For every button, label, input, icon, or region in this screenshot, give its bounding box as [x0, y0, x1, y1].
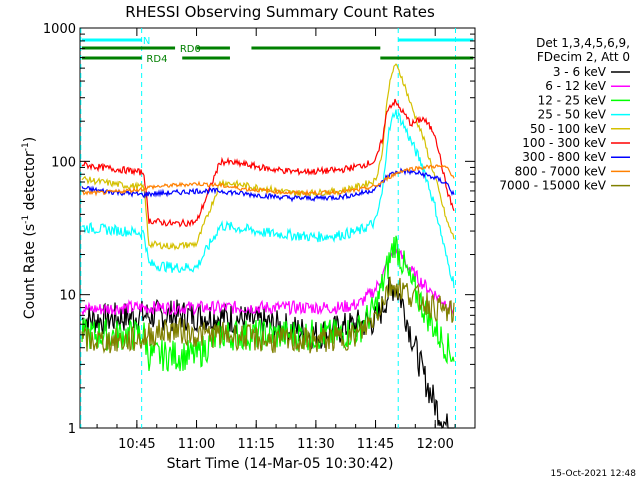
y-tick-label-2: 100	[51, 155, 76, 170]
y-tick-label-3: 1000	[43, 22, 76, 37]
series-line-3	[81, 109, 455, 289]
y-label-end: )	[22, 137, 38, 142]
y-tick-label-0: 1	[68, 422, 76, 437]
legend-label-0: 3 - 6 keV	[553, 65, 607, 79]
plot-area	[79, 27, 476, 429]
series-lines	[81, 63, 455, 429]
plot-frame	[79, 27, 476, 429]
legend-label-2: 12 - 25 keV	[538, 93, 607, 107]
x-tick-label-4: 11:45	[357, 437, 394, 452]
series-line-2	[81, 235, 455, 372]
state-bars: N RD0 RD4	[81, 36, 474, 65]
legend-label-5: 100 - 300 keV	[522, 136, 606, 150]
y-label-mid: detector	[22, 151, 38, 215]
y-axis-ticks: 1 10 100 1000	[43, 22, 475, 437]
legend-label-8: 7000 - 15000 keV	[499, 179, 606, 193]
x-tick-label-3: 11:30	[297, 437, 334, 452]
legend-label-3: 25 - 50 keV	[538, 108, 607, 122]
legend-label-4: 50 - 100 keV	[530, 122, 607, 136]
series-line-1	[81, 244, 455, 317]
legend-label-7: 800 - 7000 keV	[515, 164, 607, 178]
series-line-7	[81, 164, 455, 197]
chart-title: RHESSI Observing Summary Count Rates	[125, 3, 435, 21]
series-line-6	[81, 167, 455, 203]
x-axis-label: Start Time (14-Mar-05 10:30:42)	[167, 456, 394, 472]
x-axis-ticks: 10:45 11:00 11:15 11:30 11:45 12:00	[96, 28, 476, 452]
series-line-5	[81, 98, 455, 228]
y-tick-label-1: 10	[59, 289, 76, 304]
legend-header-line-1: Det 1,3,4,5,6,9,	[536, 36, 630, 50]
y-label-sup1: -1	[21, 215, 31, 224]
state-bar-label-1: RD0	[180, 44, 201, 55]
state-bar-label-0: N	[143, 36, 150, 47]
series-line-8	[81, 276, 455, 354]
legend-label-6: 300 - 800 keV	[522, 150, 606, 164]
legend-label-1: 6 - 12 keV	[545, 79, 607, 93]
y-axis-label: Count Rate (s-1 detector-1)	[21, 137, 38, 319]
x-tick-label-0: 10:45	[118, 437, 155, 452]
x-tick-label-1: 11:00	[178, 437, 215, 452]
x-tick-label-5: 12:00	[416, 437, 453, 452]
legend-header-line-2: FDecim 2, Att 0	[537, 50, 630, 64]
timestamp: 15-Oct-2021 12:48	[551, 469, 637, 479]
y-label-main: Count Rate (s	[22, 224, 38, 319]
state-bar-label-2: RD4	[146, 54, 167, 65]
legend: Det 1,3,4,5,6,9, FDecim 2, Att 0 3 - 6 k…	[499, 36, 630, 193]
y-label-sup2: -1	[21, 142, 31, 151]
x-tick-label-2: 11:15	[237, 437, 274, 452]
